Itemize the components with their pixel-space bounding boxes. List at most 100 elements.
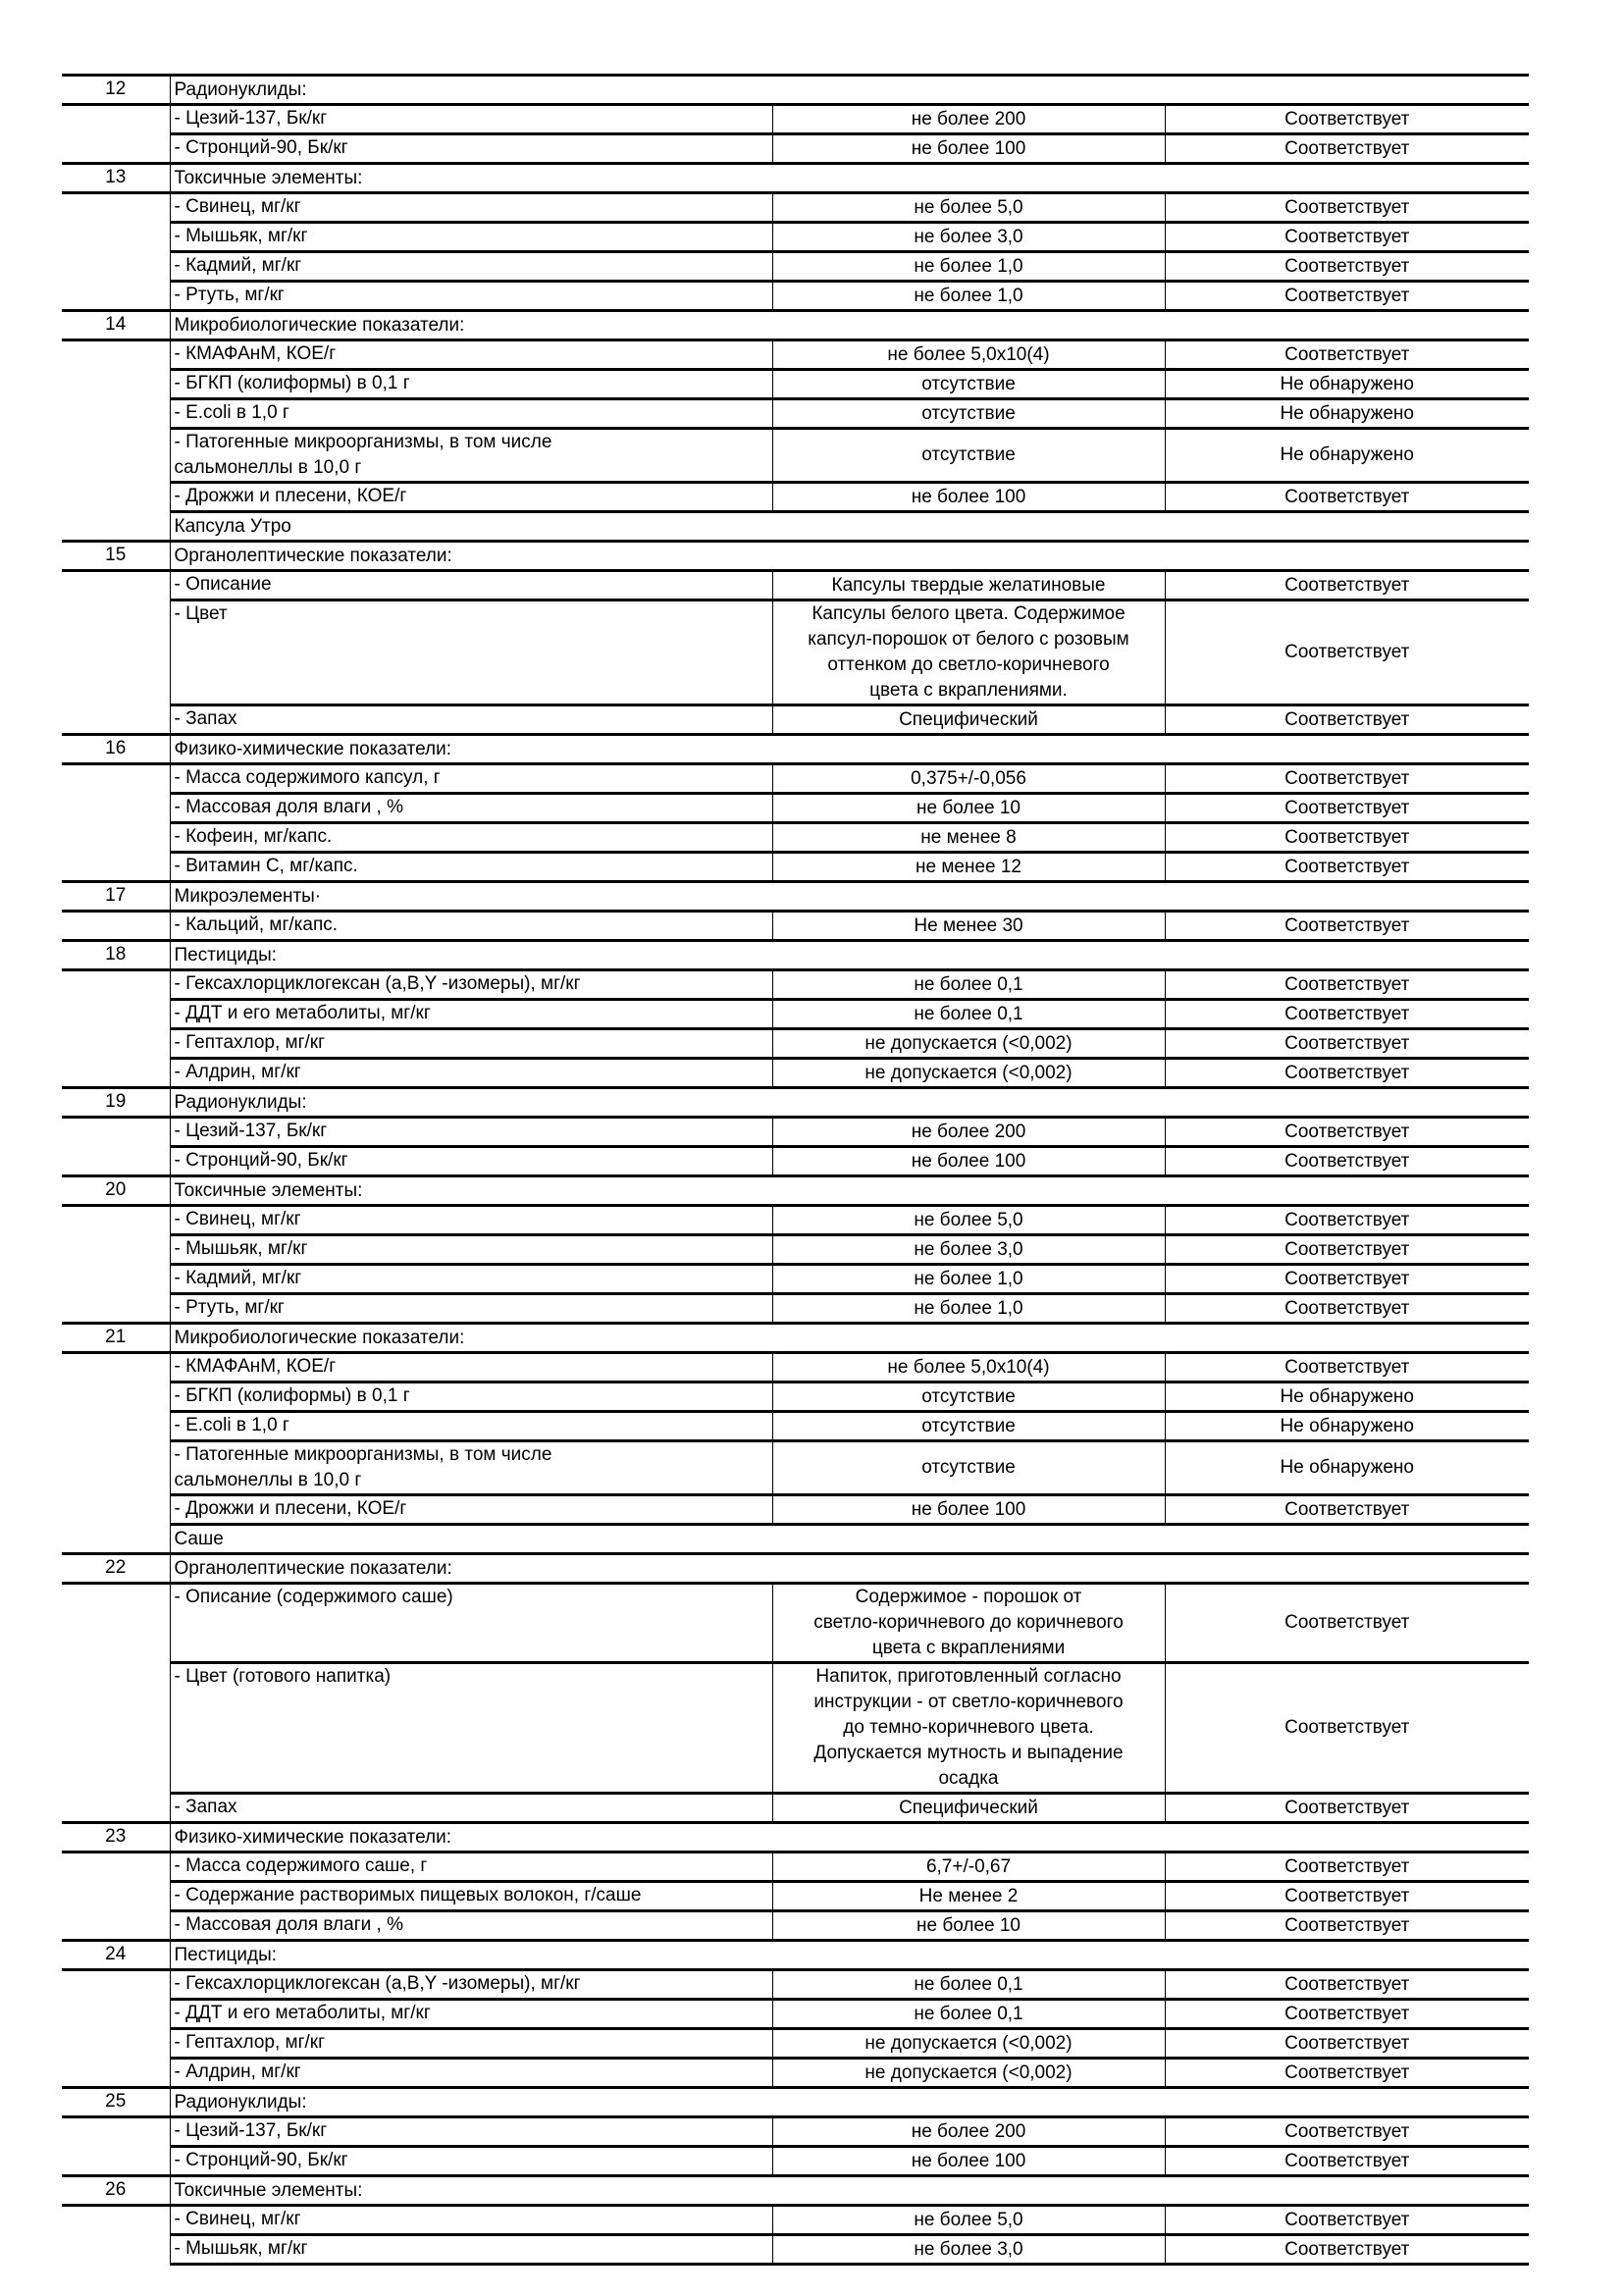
table-row: - Запах Специфический Соответствует	[62, 1792, 1529, 1824]
empty-number-cell	[62, 1494, 171, 1525]
table-row: - Массовая доля влаги , % не более 10 Соот…	[62, 1909, 1529, 1942]
parameter-name: - Масса содержимого капсул, г	[169, 762, 773, 795]
parameter-name: - КМАФАнМ, КОЕ/г	[169, 1351, 773, 1383]
empty-number-cell	[62, 1793, 171, 1823]
norm-value: не более 200	[772, 103, 1166, 135]
section-row: 22 Органолептические показатели:	[62, 1552, 1529, 1585]
norm-value: не более 0,1	[772, 968, 1166, 1001]
result-value: Соответствует	[1165, 1851, 1529, 1883]
table-row: - БГКП (колиформы) в 0,1 г отсутствие Не о…	[62, 1381, 1529, 1413]
table-row: - Кадмий, мг/кг не более 1,0 Соответствует	[62, 250, 1529, 283]
table-row: - Масса содержимого саше, г 6,7+/-0,67 Соо…	[62, 1851, 1529, 1883]
empty-number-cell	[62, 2058, 171, 2088]
empty-number-cell	[62, 1264, 171, 1294]
norm-value: Специфический	[772, 704, 1166, 736]
result-value: Соответствует	[1165, 792, 1529, 824]
section-row: 16 Физико-химические показатели:	[62, 733, 1529, 765]
norm-value: не более 1,0	[772, 250, 1166, 283]
empty-number-cell	[62, 133, 171, 164]
empty-number-cell	[62, 1382, 171, 1412]
norm-value: не более 200	[772, 2115, 1166, 2148]
table-row: - Мышьяк, мг/кг не более 3,0 Соответствует	[62, 221, 1529, 253]
section-number: 21	[62, 1322, 171, 1354]
parameter-name: - БГКП (колиформы) в 0,1 г	[169, 368, 773, 400]
result-value: Соответствует	[1165, 1661, 1529, 1795]
result-value: Соответствует	[1165, 1493, 1529, 1526]
parameter-name: - Гексахлорциклогексан (а,B,Y -изомеры),…	[169, 968, 773, 1001]
test-results-table: 12 Радионуклиды: - Цезий-137, Бк/кг не боле…	[62, 74, 1529, 2266]
parameter-name: - КМАФАнМ, КОЕ/г	[169, 339, 773, 371]
parameter-name: - Запах	[169, 704, 773, 736]
table-row: - Цезий-137, Бк/кг не более 200 Соответств…	[62, 1116, 1529, 1148]
result-value: Соответствует	[1165, 851, 1529, 883]
norm-value: не более 100	[772, 481, 1166, 513]
result-value: Не обнаружено	[1165, 397, 1529, 430]
norm-value: не более 1,0	[772, 280, 1166, 312]
empty-number-cell	[62, 2116, 171, 2147]
empty-number-cell	[62, 1969, 171, 2000]
result-value: Соответствует	[1165, 1582, 1529, 1664]
result-value: Соответствует	[1165, 221, 1529, 253]
table-row: - БГКП (колиформы) в 0,1 г отсутствие Не о…	[62, 368, 1529, 400]
parameter-name: - Свинец, мг/кг	[169, 1204, 773, 1236]
parameter-name: - Описание	[169, 569, 773, 601]
table-row: - Цвет (готового напитка) Напиток, пригот…	[62, 1661, 1529, 1795]
norm-value: не допускается (<0,002)	[772, 2027, 1166, 2060]
result-value: Соответствует	[1165, 998, 1529, 1030]
norm-value: не менее 8	[772, 821, 1166, 854]
result-value: Не обнаружено	[1165, 1410, 1529, 1442]
parameter-name: - Гептахлор, мг/кг	[169, 1027, 773, 1060]
parameter-name: - E.coli в 1,0 г	[169, 1410, 773, 1442]
table-row: - Стронций-90, Бк/кг не более 100 Соответс…	[62, 1145, 1529, 1177]
norm-value: отсутствие	[772, 1439, 1166, 1496]
result-value: Соответствует	[1165, 569, 1529, 601]
result-value: Соответствует	[1165, 910, 1529, 942]
parameter-name: - Алдрин, мг/кг	[169, 2057, 773, 2089]
parameter-name: - Кадмий, мг/кг	[169, 250, 773, 283]
group-title: Саше	[169, 1523, 1529, 1555]
table-row: - ДДТ и его метаболиты, мг/кг не более 0,…	[62, 1998, 1529, 2030]
result-value: Соответствует	[1165, 1968, 1529, 2001]
table-row: - Гептахлор, мг/кг не допускается (<0,002…	[62, 1027, 1529, 1060]
norm-value: отсутствие	[772, 1410, 1166, 1442]
section-row: 24 Пестициды:	[62, 1939, 1529, 1971]
parameter-name: - Дрожжи и плесени, КОЕ/г	[169, 481, 773, 513]
parameter-name: - Стронций-90, Бк/кг	[169, 132, 773, 165]
norm-value: Капсулы твердые желатиновые	[772, 569, 1166, 601]
table-row: - Дрожжи и плесени, КОЕ/г не более 100 Соо…	[62, 481, 1529, 513]
empty-number-cell	[62, 763, 171, 794]
norm-value: отсутствие	[772, 368, 1166, 400]
result-value: Не обнаружено	[1165, 1439, 1529, 1496]
parameter-name: - Свинец, мг/кг	[169, 191, 773, 224]
result-value: Не обнаружено	[1165, 368, 1529, 400]
norm-value: не допускается (<0,002)	[772, 1027, 1166, 1060]
empty-number-cell	[62, 1293, 171, 1324]
empty-number-cell	[62, 1852, 171, 1882]
norm-value: Не менее 30	[772, 910, 1166, 942]
norm-value: отсутствие	[772, 427, 1166, 484]
result-value: Соответствует	[1165, 762, 1529, 795]
parameter-name: - ДДТ и его метаболиты, мг/кг	[169, 1998, 773, 2030]
table-row: - Ртуть, мг/кг не более 1,0 Соответствует	[62, 280, 1529, 312]
norm-value: не более 5,0	[772, 1204, 1166, 1236]
empty-number-cell	[62, 222, 171, 252]
parameter-name: - Дрожжи и плесени, КОЕ/г	[169, 1493, 773, 1526]
group-row: Саше	[62, 1523, 1529, 1555]
result-value: Соответствует	[1165, 1909, 1529, 1942]
parameter-name: - Цвет (готового напитка)	[169, 1661, 773, 1795]
table-row: - Гексахлорциклогексан (а,B,Y -изомеры),…	[62, 968, 1529, 1001]
section-row: 17 Микроэлементы·	[62, 880, 1529, 913]
empty-number-cell	[62, 704, 171, 735]
parameter-name: - Стронций-90, Бк/кг	[169, 2145, 773, 2177]
parameter-name: - Гексахлорциклогексан (а,B,Y -изомеры),…	[169, 1968, 773, 2001]
table-row: - КМАФАнМ, КОЕ/г не более 5,0х10(4) Соотве…	[62, 339, 1529, 371]
empty-number-cell	[62, 999, 171, 1029]
norm-value: не более 0,1	[772, 998, 1166, 1030]
section-title: Радионуклиды:	[169, 74, 1529, 106]
section-row: 18 Пестициды:	[62, 939, 1529, 971]
section-title: Пестициды:	[169, 1939, 1529, 1971]
section-title: Физико-химические показатели:	[169, 1821, 1529, 1853]
table-row: - Патогенные микроорганизмы, в том числе…	[62, 1439, 1529, 1496]
norm-value: не более 3,0	[772, 1233, 1166, 1266]
section-title: Радионуклиды:	[169, 1086, 1529, 1119]
